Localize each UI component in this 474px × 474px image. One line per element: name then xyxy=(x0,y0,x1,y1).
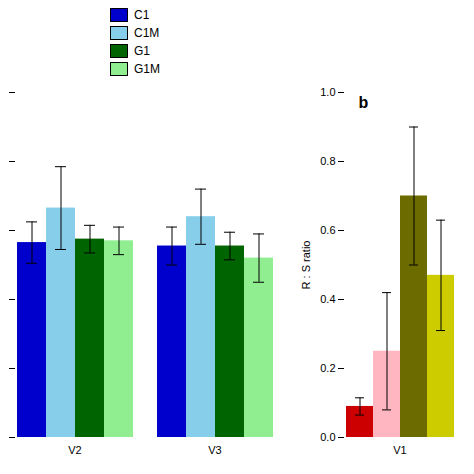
html-text:C1M: C1M xyxy=(134,26,160,40)
html-text:G1: G1 xyxy=(134,44,150,58)
svg-text:V3: V3 xyxy=(208,444,221,456)
svg-text:b: b xyxy=(359,94,369,111)
svg-text:0.2: 0.2 xyxy=(320,362,335,374)
svg-text:V1: V1 xyxy=(393,444,406,456)
svg-text:V2: V2 xyxy=(68,444,81,456)
svg-text:0.6: 0.6 xyxy=(320,224,335,236)
svg-text:1.0: 1.0 xyxy=(320,86,335,98)
svg-text:0.8: 0.8 xyxy=(320,155,335,167)
svg-text:0.0: 0.0 xyxy=(320,431,335,443)
html-text:C1: C1 xyxy=(134,8,150,22)
svg-text:0.4: 0.4 xyxy=(320,293,335,305)
svg-text:R : S ratio: R : S ratio xyxy=(300,241,312,290)
html-text:G1M: G1M xyxy=(134,62,160,76)
